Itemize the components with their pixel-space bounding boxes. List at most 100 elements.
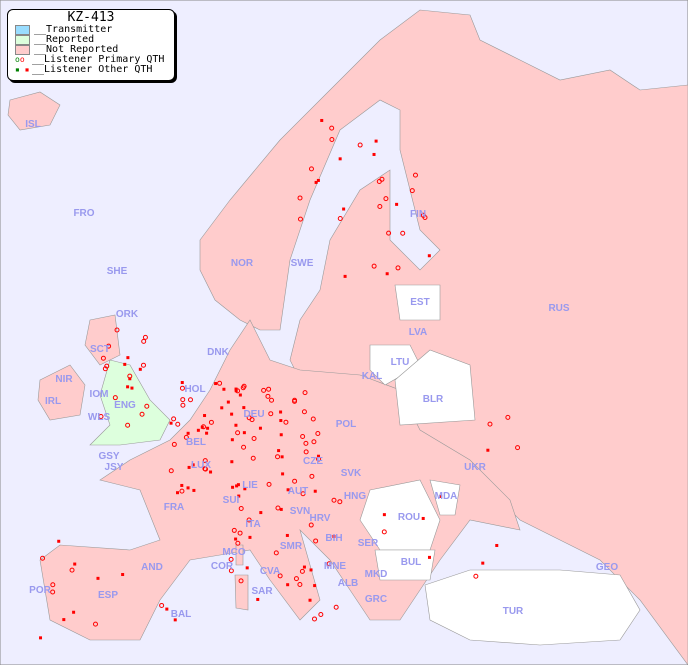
listener-primary-marker <box>313 538 319 544</box>
legend-label: __Transmitter <box>34 24 113 35</box>
country-label-gsy: GSY <box>98 451 119 462</box>
listener-other-marker <box>196 428 200 432</box>
country-label-blr: BLR <box>423 394 444 405</box>
listener-other-marker <box>286 488 290 492</box>
country-label-esp: ESP <box>98 590 118 601</box>
country-label-ltu: LTU <box>391 357 410 368</box>
listener-other-marker <box>192 488 196 492</box>
listener-primary-marker <box>333 604 339 610</box>
country-label-rou: ROU <box>398 512 420 523</box>
country-label-hng: HNG <box>344 491 366 502</box>
listener-other-marker <box>173 618 177 622</box>
listener-primary-marker <box>297 195 303 201</box>
listener-primary-marker <box>168 468 174 474</box>
country-label-svk: SVK <box>341 468 362 479</box>
listener-other-marker <box>279 419 283 423</box>
listener-primary-marker <box>371 263 377 269</box>
country-label-mda: MDA <box>435 491 458 502</box>
listener-other-marker <box>427 254 431 258</box>
listener-other-marker <box>72 610 76 614</box>
country-label-ukr: UKR <box>464 462 486 473</box>
country-label-ork: ORK <box>116 309 139 320</box>
country-label-cze: CZE <box>303 456 323 467</box>
country-label-lux: LUX <box>191 460 211 471</box>
country-belarus <box>394 349 476 426</box>
listener-primary-marker <box>301 409 307 415</box>
listener-primary-marker <box>50 589 56 595</box>
country-label-sui: SUI <box>223 495 240 506</box>
listener-primary-marker <box>292 478 298 484</box>
listener-primary-marker <box>180 402 186 408</box>
country-label-dnk: DNK <box>207 347 229 358</box>
country-label-mkd: MKD <box>365 569 388 580</box>
country-moldova <box>429 479 461 516</box>
listener-other-marker <box>308 598 312 602</box>
listener-primary-marker <box>315 430 321 436</box>
listener-primary-marker <box>140 362 146 368</box>
square-marker-icon: ▪ ▪ <box>15 65 30 74</box>
listener-other-marker <box>382 513 386 517</box>
listener-primary-marker <box>240 385 246 391</box>
country-label-iom: IOM <box>90 389 109 400</box>
listener-primary-marker <box>179 385 185 391</box>
listener-other-marker <box>123 362 127 366</box>
listener-other-marker <box>230 460 234 464</box>
listener-primary-marker <box>311 616 317 622</box>
listener-primary-marker <box>179 488 185 494</box>
legend-transmitter: __Transmitter <box>8 25 174 35</box>
listener-primary-marker <box>386 230 392 236</box>
listener-other-marker <box>39 636 43 640</box>
legend-label: __Listener Other QTH <box>32 64 153 75</box>
listener-primary-marker <box>293 576 299 582</box>
listener-primary-marker <box>329 137 335 143</box>
listener-other-marker <box>302 565 306 569</box>
listener-primary-marker <box>246 415 252 421</box>
country-label-geo: GEO <box>596 562 618 573</box>
listener-other-marker <box>332 534 336 538</box>
country-label-aut: AUT <box>288 486 309 497</box>
listener-primary-marker <box>246 517 252 523</box>
listener-other-marker <box>180 381 184 385</box>
legend-not-reported: __Not Reported <box>8 45 174 55</box>
listener-primary-marker <box>92 621 98 627</box>
listener-primary-marker <box>241 444 247 450</box>
country-labels: ISL FRO SHE ORK NOR SWE FIN EST LVA LTU KAL RUS DNK H… <box>25 119 618 620</box>
listener-markers <box>39 118 521 640</box>
listener-primary-marker <box>473 573 479 579</box>
listener-primary-marker <box>275 505 281 511</box>
country-label-rus: RUS <box>548 303 569 314</box>
listener-other-marker <box>281 472 285 476</box>
listener-other-marker <box>235 484 239 488</box>
listener-primary-marker <box>106 343 112 349</box>
listener-other-marker <box>186 486 190 490</box>
listener-other-marker <box>200 425 204 429</box>
country-bulgaria <box>374 549 436 581</box>
land-iceland <box>7 91 61 131</box>
reported-swatch <box>15 35 30 45</box>
country-label-isl: ISL <box>25 119 41 130</box>
country-label-fra: FRA <box>164 502 185 513</box>
listener-other-marker <box>495 543 499 547</box>
listener-primary-marker <box>316 456 322 462</box>
listener-other-marker <box>186 431 190 435</box>
country-label-ser: SER <box>358 538 379 549</box>
listener-other-marker <box>191 463 195 467</box>
listener-other-marker <box>286 583 290 587</box>
not-reported-swatch <box>15 45 30 55</box>
listener-primary-marker <box>300 491 306 497</box>
listener-other-marker <box>439 494 443 498</box>
country-label-svn: SVN <box>290 506 311 517</box>
listener-primary-marker <box>142 334 148 340</box>
land-corsica <box>235 544 244 566</box>
listener-primary-marker <box>183 434 189 440</box>
listener-other-marker <box>316 178 320 182</box>
listener-other-marker <box>203 414 207 418</box>
country-label-alb: ALB <box>338 578 359 589</box>
listener-primary-marker <box>326 561 332 567</box>
legend-other-qth: ▪ ▪ __Listener Other QTH <box>8 65 174 75</box>
country-label-grc: GRC <box>365 594 387 605</box>
listener-other-marker <box>169 421 173 425</box>
listener-other-marker <box>187 465 191 469</box>
listener-primary-marker <box>302 390 308 396</box>
listener-other-marker <box>138 367 142 371</box>
